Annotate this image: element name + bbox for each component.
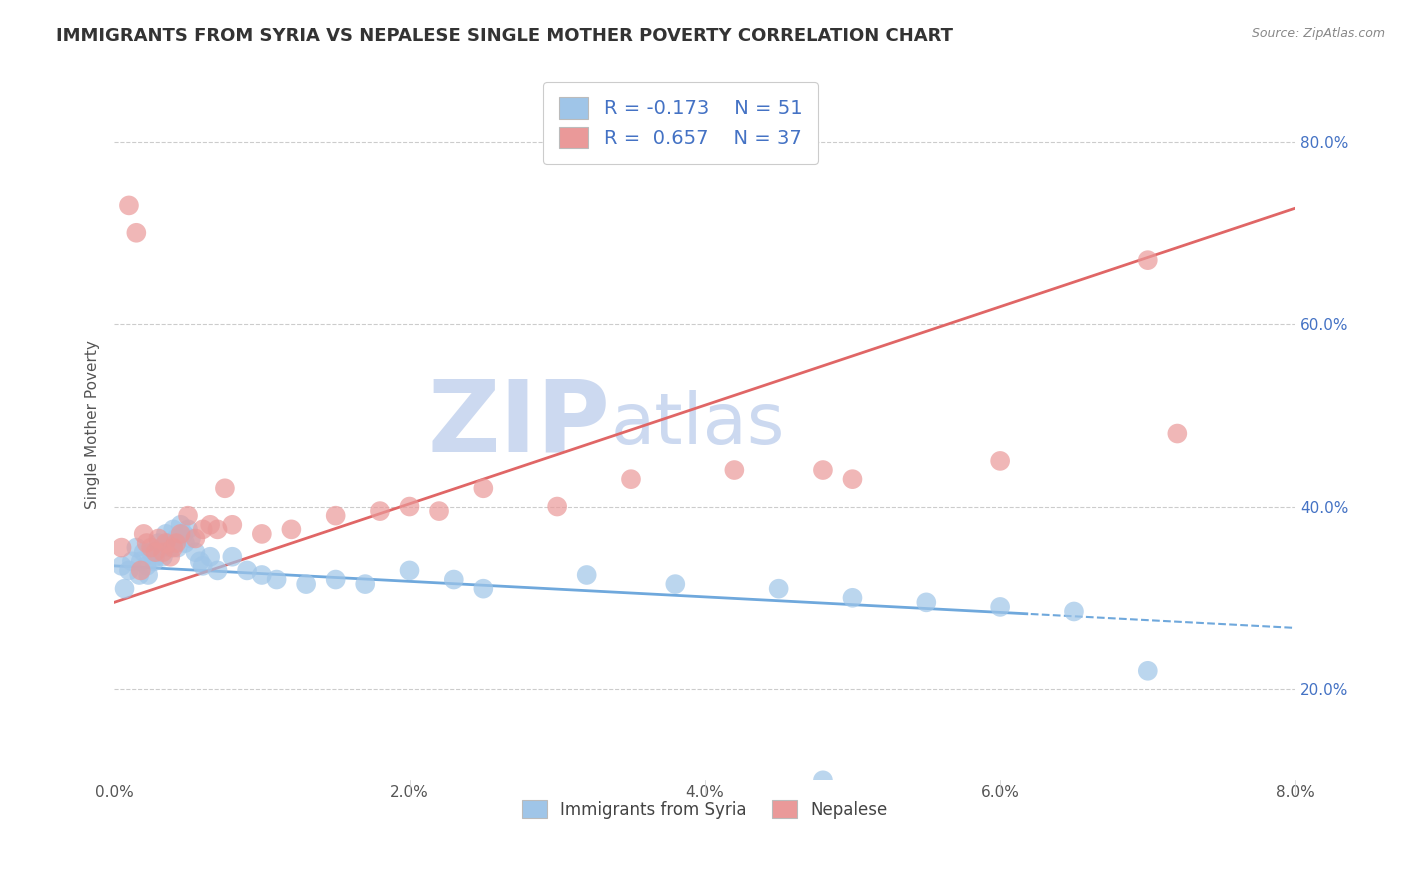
Point (250, 568, 273, 582)
Point (129, 554, 152, 568)
Point (125, 541, 148, 555)
Point (135, 536, 157, 550)
Point (354, 577, 377, 591)
Point (165, 536, 187, 550)
Point (125, 226, 148, 240)
Point (132, 527, 155, 541)
Point (620, 472, 643, 486)
Point (250, 527, 273, 541)
Point (152, 545, 174, 559)
Point (157, 536, 180, 550)
Point (398, 500, 420, 514)
Point (443, 573, 465, 587)
Point (1136, 664, 1159, 678)
Point (295, 577, 318, 591)
Point (988, 599, 1011, 614)
Point (841, 591, 863, 605)
Point (811, 773, 834, 788)
Point (145, 549, 167, 564)
Point (768, 582, 790, 596)
Point (159, 541, 181, 555)
Point (139, 545, 162, 559)
Point (129, 563, 152, 577)
Point (368, 504, 391, 518)
Point (915, 595, 938, 609)
Point (162, 522, 184, 536)
Point (236, 563, 259, 577)
Point (664, 577, 686, 591)
Text: IMMIGRANTS FROM SYRIA VS NEPALESE SINGLE MOTHER POVERTY CORRELATION CHART: IMMIGRANTS FROM SYRIA VS NEPALESE SINGLE… (56, 27, 953, 45)
Text: atlas: atlas (610, 390, 785, 458)
Point (988, 454, 1011, 468)
Point (169, 517, 191, 532)
Point (148, 532, 170, 546)
Point (398, 563, 420, 577)
Point (177, 522, 200, 536)
Point (472, 582, 495, 596)
Point (155, 527, 177, 541)
Point (188, 554, 211, 568)
Point (128, 568, 150, 582)
Point (136, 568, 159, 582)
Point (811, 463, 834, 477)
Y-axis label: Single Mother Poverty: Single Mother Poverty (86, 340, 100, 508)
Point (174, 536, 197, 550)
Point (325, 573, 347, 587)
Point (198, 517, 221, 532)
Point (143, 554, 166, 568)
Point (214, 481, 236, 495)
Point (150, 541, 173, 555)
Point (427, 504, 450, 518)
Point (114, 582, 136, 596)
Point (723, 463, 745, 477)
Point (152, 549, 174, 564)
Point (148, 536, 170, 550)
Point (546, 500, 568, 514)
Point (184, 532, 207, 546)
Point (575, 568, 598, 582)
Text: Source: ZipAtlas.com: Source: ZipAtlas.com (1251, 27, 1385, 40)
Point (132, 545, 155, 559)
Point (325, 508, 347, 523)
Point (121, 554, 143, 568)
Point (221, 517, 243, 532)
Point (841, 472, 863, 486)
Point (1063, 605, 1085, 619)
Point (191, 558, 214, 573)
Point (173, 527, 195, 541)
Point (207, 522, 229, 536)
Point (159, 549, 181, 564)
Point (166, 541, 188, 555)
Point (165, 532, 187, 546)
Point (184, 545, 207, 559)
Point (169, 527, 191, 541)
Legend: Immigrants from Syria, Nepalese: Immigrants from Syria, Nepalese (516, 793, 894, 825)
Point (180, 532, 202, 546)
Point (155, 536, 177, 550)
Point (221, 549, 243, 564)
Point (139, 541, 162, 555)
Point (135, 558, 157, 573)
Point (118, 563, 141, 577)
Point (110, 541, 132, 555)
Point (472, 481, 495, 495)
Text: ZIP: ZIP (427, 376, 610, 473)
Point (1136, 253, 1159, 268)
Point (110, 558, 132, 573)
Point (177, 508, 200, 523)
Point (162, 541, 184, 555)
Point (280, 522, 302, 536)
Point (191, 522, 214, 536)
Point (1166, 426, 1188, 441)
Point (118, 198, 141, 212)
Point (266, 573, 288, 587)
Point (198, 549, 221, 564)
Point (145, 545, 167, 559)
Point (207, 563, 229, 577)
